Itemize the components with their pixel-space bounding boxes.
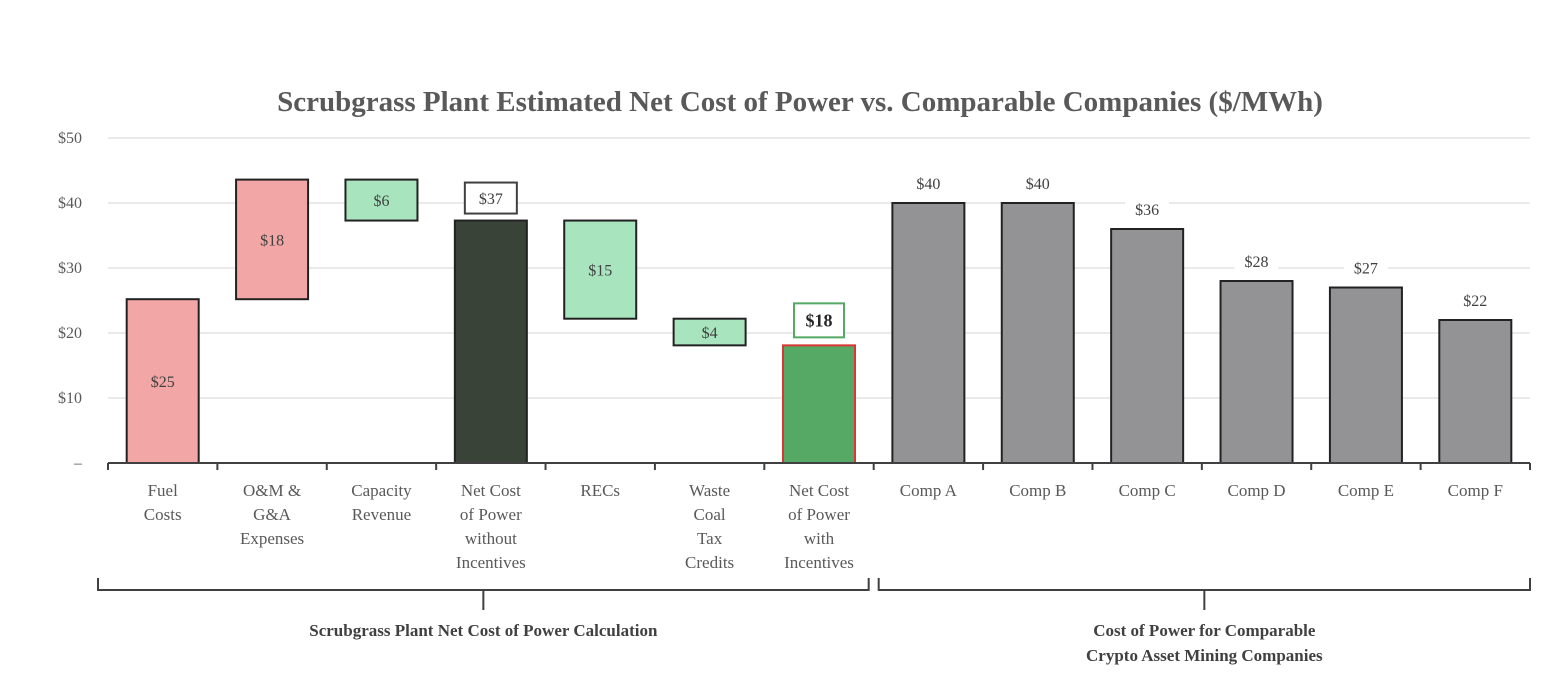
data-label: $6 [373, 193, 389, 210]
data-label-background [1453, 289, 1498, 311]
y-tick-label: $20 [58, 325, 82, 342]
bar [1000, 202, 1075, 464]
x-tick-label: Comp A [900, 481, 958, 500]
group-label: Scrubgrass Plant Net Cost of Power Calcu… [309, 621, 658, 640]
data-label-background [1234, 250, 1279, 272]
x-tick-label: Costs [144, 505, 182, 524]
group-label: Cost of Power for Comparable [1093, 621, 1316, 640]
y-tick-label: $30 [58, 260, 82, 277]
x-tick-label: Comp D [1227, 481, 1285, 500]
group-bracket [877, 578, 1531, 610]
x-tick-label: Comp B [1009, 481, 1066, 500]
x-tick-label: Comp C [1119, 481, 1176, 500]
x-tick-label: Net Cost [789, 481, 849, 500]
category-group-brackets: Scrubgrass Plant Net Cost of Power Calcu… [97, 578, 1531, 665]
chart-title: Scrubgrass Plant Estimated Net Cost of P… [277, 86, 1323, 118]
bar [453, 219, 528, 464]
data-label: $25 [151, 374, 175, 391]
x-tick-label: RECs [580, 481, 620, 500]
x-tick-label: Capacity [351, 481, 412, 500]
y-tick-label: $10 [58, 390, 82, 407]
x-tick-label: Incentives [456, 553, 526, 572]
bar [672, 317, 747, 347]
bar [235, 178, 310, 301]
x-tick-label: Waste [689, 481, 730, 500]
bar [563, 219, 638, 320]
x-tick-label: Expenses [240, 529, 304, 548]
bar [1219, 280, 1294, 464]
data-label-background [1343, 256, 1388, 279]
x-axis [107, 462, 1531, 470]
data-label: $37 [479, 191, 503, 208]
group-bracket [97, 578, 870, 610]
y-axis-tick-labels: – $10 $20 $30 $40 $50 [58, 130, 83, 472]
data-label-background [1015, 172, 1060, 194]
group-label: Crypto Asset Mining Companies [1086, 646, 1323, 665]
x-tick-label: Comp E [1338, 481, 1394, 500]
y-tick-label: – [73, 455, 83, 472]
x-tick-label: without [465, 529, 517, 548]
x-tick-label: Coal [694, 505, 726, 524]
data-label-background [906, 172, 951, 194]
data-label: $4 [702, 325, 718, 342]
x-tick-label: G&A [253, 505, 292, 524]
data-label: $27 [1354, 261, 1378, 278]
bar [782, 344, 856, 465]
x-tick-label: Tax [697, 529, 723, 548]
x-tick-label: Comp F [1448, 481, 1503, 500]
bar [1328, 286, 1403, 464]
data-label: $18 [260, 232, 284, 249]
data-labels: $25 $18 $6 $37 $15 $4 $18 $40 $40 $36 $28 $27 $22 [151, 172, 1498, 391]
x-tick-label: O&M & [243, 481, 301, 500]
data-label: $28 [1245, 254, 1269, 271]
y-tick-label: $40 [58, 195, 82, 212]
data-label: $36 [1135, 202, 1159, 219]
bar [891, 202, 966, 464]
bar [1110, 228, 1185, 464]
data-label-box [793, 302, 845, 339]
x-tick-label: Net Cost [461, 481, 521, 500]
bar [125, 298, 200, 465]
x-axis-category-labels: Fuel Costs O&M & G&A Expenses Capacity Revenue… [144, 481, 1503, 572]
x-tick-label: Credits [685, 553, 734, 572]
y-tick-label: $50 [58, 130, 82, 147]
x-tick-label: Incentives [784, 553, 854, 572]
data-label-background [1125, 198, 1170, 220]
data-label: $18 [806, 310, 833, 330]
data-label: $40 [1026, 176, 1050, 193]
data-label-box [463, 181, 518, 215]
x-tick-label: Fuel [148, 481, 179, 500]
x-tick-label: of Power [460, 505, 522, 524]
x-tick-label: with [804, 529, 835, 548]
data-label: $40 [916, 176, 940, 193]
bar [1438, 319, 1513, 464]
bars [125, 178, 1513, 465]
x-tick-label: Revenue [352, 505, 411, 524]
data-label: $22 [1463, 293, 1487, 310]
bar [344, 178, 419, 222]
data-label: $15 [588, 263, 612, 280]
x-tick-label: of Power [788, 505, 850, 524]
